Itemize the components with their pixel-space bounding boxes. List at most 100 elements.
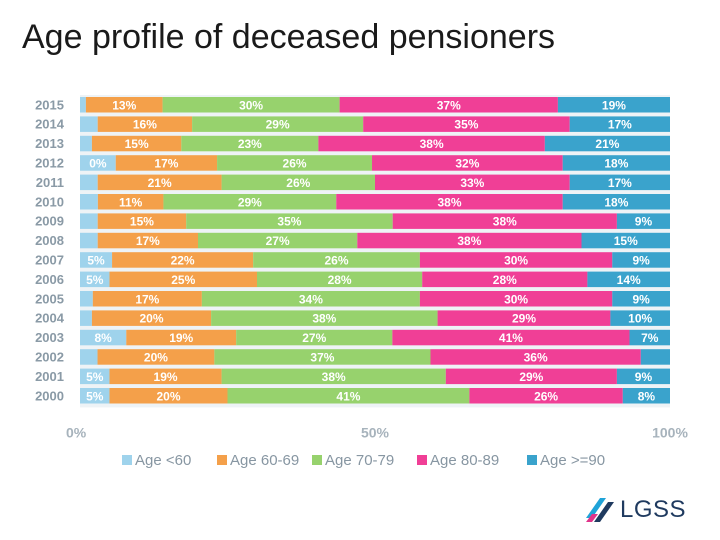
data-label: 20% xyxy=(144,350,168,364)
data-label: 5% xyxy=(86,389,104,403)
bar-segment xyxy=(163,194,337,210)
data-label: 9% xyxy=(635,370,653,384)
bar-segment xyxy=(80,135,92,152)
data-label: 37% xyxy=(437,98,461,112)
data-label: 10% xyxy=(628,312,652,326)
bar-segment xyxy=(339,97,558,113)
bar-segment xyxy=(430,349,641,365)
bar-segment xyxy=(126,329,237,346)
data-label: 5% xyxy=(86,370,104,384)
data-label: 17% xyxy=(608,176,632,190)
data-label: 15% xyxy=(125,137,149,151)
bar-segment xyxy=(97,174,222,191)
data-label: 17% xyxy=(136,234,160,248)
year-label: 2006 xyxy=(35,272,64,287)
bar-segment xyxy=(587,271,670,288)
bar-segment xyxy=(97,232,198,249)
bar-segment xyxy=(80,329,127,346)
bar-segment xyxy=(221,368,446,385)
bar-segment xyxy=(92,291,202,307)
bar-segment xyxy=(544,135,670,152)
bar-segment xyxy=(581,232,670,249)
bar-segment xyxy=(80,232,98,249)
data-label: 13% xyxy=(112,98,136,112)
bar-segment xyxy=(253,252,420,268)
data-label: 21% xyxy=(148,176,172,190)
bar-segment xyxy=(115,155,218,171)
bar-segment xyxy=(422,271,588,288)
data-label: 27% xyxy=(266,234,290,248)
data-label: 29% xyxy=(519,370,543,384)
data-label: 26% xyxy=(283,156,307,170)
bar-segment xyxy=(109,271,257,288)
bar-segment xyxy=(612,291,670,307)
legend-label: Age <60 xyxy=(135,452,191,469)
legend-swatch xyxy=(527,455,537,465)
bar-segment xyxy=(80,349,98,365)
bar-segment xyxy=(363,116,570,132)
bar-segment xyxy=(97,213,187,229)
data-label: 38% xyxy=(312,312,336,326)
bar-segment xyxy=(80,291,93,307)
year-label: 2003 xyxy=(35,330,64,345)
data-label: 26% xyxy=(286,176,310,190)
year-label: 2013 xyxy=(35,136,64,151)
data-label: 20% xyxy=(156,389,180,403)
data-label: 23% xyxy=(238,137,262,151)
bar-segment xyxy=(181,135,319,152)
bar-segment xyxy=(236,329,393,346)
bar-segment xyxy=(97,349,215,365)
data-label: 19% xyxy=(154,370,178,384)
legend-swatch xyxy=(217,455,227,465)
bar-segment xyxy=(97,116,193,132)
year-label: 2011 xyxy=(36,175,64,190)
bar-segment xyxy=(201,291,420,307)
data-label: 29% xyxy=(512,312,536,326)
bar-segment xyxy=(562,155,670,171)
data-label: 19% xyxy=(602,98,626,112)
legend-label: Age 60-69 xyxy=(230,452,299,469)
data-label: 34% xyxy=(299,292,323,306)
bar-segment xyxy=(372,155,563,171)
year-label: 2004 xyxy=(35,311,65,326)
bar-segment xyxy=(186,213,393,229)
data-label: 30% xyxy=(504,253,528,267)
x-tick-label: 50% xyxy=(361,424,390,440)
bar-segment xyxy=(80,97,86,113)
bar-segment xyxy=(419,291,613,307)
bar-segment xyxy=(198,232,358,249)
bar-segment xyxy=(357,232,582,249)
bar-segment xyxy=(569,116,670,132)
bar-segment xyxy=(91,310,212,326)
bar-segment xyxy=(622,388,670,404)
data-label: 38% xyxy=(493,215,517,229)
data-label: 41% xyxy=(499,331,523,345)
data-label: 11% xyxy=(119,195,143,209)
year-label: 2014 xyxy=(35,117,65,132)
year-label: 2007 xyxy=(35,252,64,267)
data-label: 27% xyxy=(302,331,326,345)
legend-swatch xyxy=(417,455,427,465)
legend: Age <60 Age 60-69 Age 70-79 Age 80-89 Age >=… xyxy=(122,452,605,469)
lgss-logo: LGSS xyxy=(584,494,694,524)
data-label: 29% xyxy=(238,195,262,209)
bar-segment xyxy=(80,194,98,210)
bar-segment xyxy=(80,116,98,132)
year-label: 2000 xyxy=(35,388,64,403)
bar-segment xyxy=(221,174,375,191)
bar-segment xyxy=(375,174,570,191)
data-label: 38% xyxy=(437,195,461,209)
bar-segment xyxy=(629,329,670,346)
bar-segment xyxy=(192,116,364,132)
data-label: 9% xyxy=(632,292,650,306)
data-label: 25% xyxy=(171,273,195,287)
bar-segment xyxy=(85,97,163,113)
year-label: 2001 xyxy=(35,369,64,384)
bar-segment xyxy=(80,368,110,385)
bar-segment xyxy=(616,368,670,385)
page-title: Age profile of deceased pensioners xyxy=(22,18,556,56)
data-label: 38% xyxy=(420,137,444,151)
bar-segment xyxy=(257,271,423,288)
year-label: 2010 xyxy=(35,194,64,209)
logo-text: LGSS xyxy=(620,496,687,523)
